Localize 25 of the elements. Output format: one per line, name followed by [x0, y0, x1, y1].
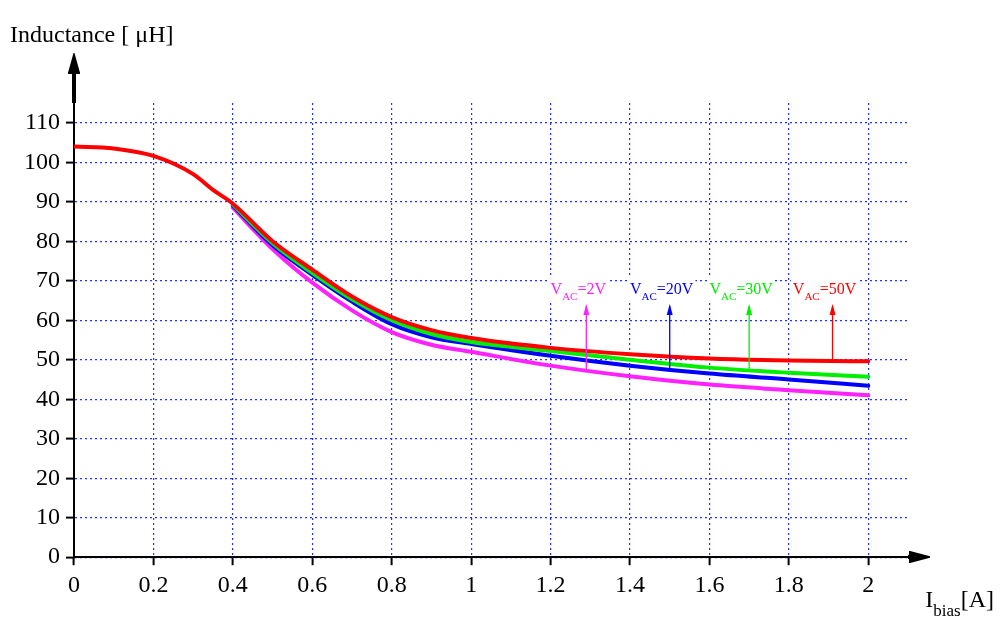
y-tick-label: 30 — [36, 424, 60, 451]
x-tick-label: 1.8 — [773, 570, 804, 597]
y-tick-label: 100 — [24, 147, 60, 174]
x-tick-label: 1.4 — [615, 570, 645, 597]
x-tick-label: 0.2 — [138, 570, 169, 597]
y-tick-label: 0 — [48, 542, 60, 569]
y-tick-label: 10 — [36, 503, 60, 529]
x-tick-label: 0.8 — [376, 570, 407, 597]
x-tick-label: 2 — [862, 570, 875, 597]
y-tick-label: 70 — [36, 266, 60, 293]
y-tick-label: 110 — [24, 108, 60, 135]
y-tick-label: 40 — [36, 384, 60, 411]
x-tick-label: 0 — [68, 570, 80, 597]
x-tick-label: 0.4 — [217, 570, 248, 597]
y-tick-label: 90 — [36, 187, 60, 214]
y-tick-label: 80 — [36, 226, 60, 253]
y-tick-label: 50 — [36, 345, 60, 372]
line-series — [74, 144, 871, 364]
x-tick-label: 1 — [465, 570, 478, 597]
x-tick-label: 1.6 — [694, 570, 725, 597]
x-tick-label: 1.2 — [535, 570, 566, 597]
y-axis-title: Inductance [ μH] — [10, 21, 174, 47]
y-tick-label: 60 — [36, 305, 60, 332]
y-tick-label: 20 — [36, 463, 60, 490]
x-tick-label: 0.6 — [297, 570, 328, 597]
